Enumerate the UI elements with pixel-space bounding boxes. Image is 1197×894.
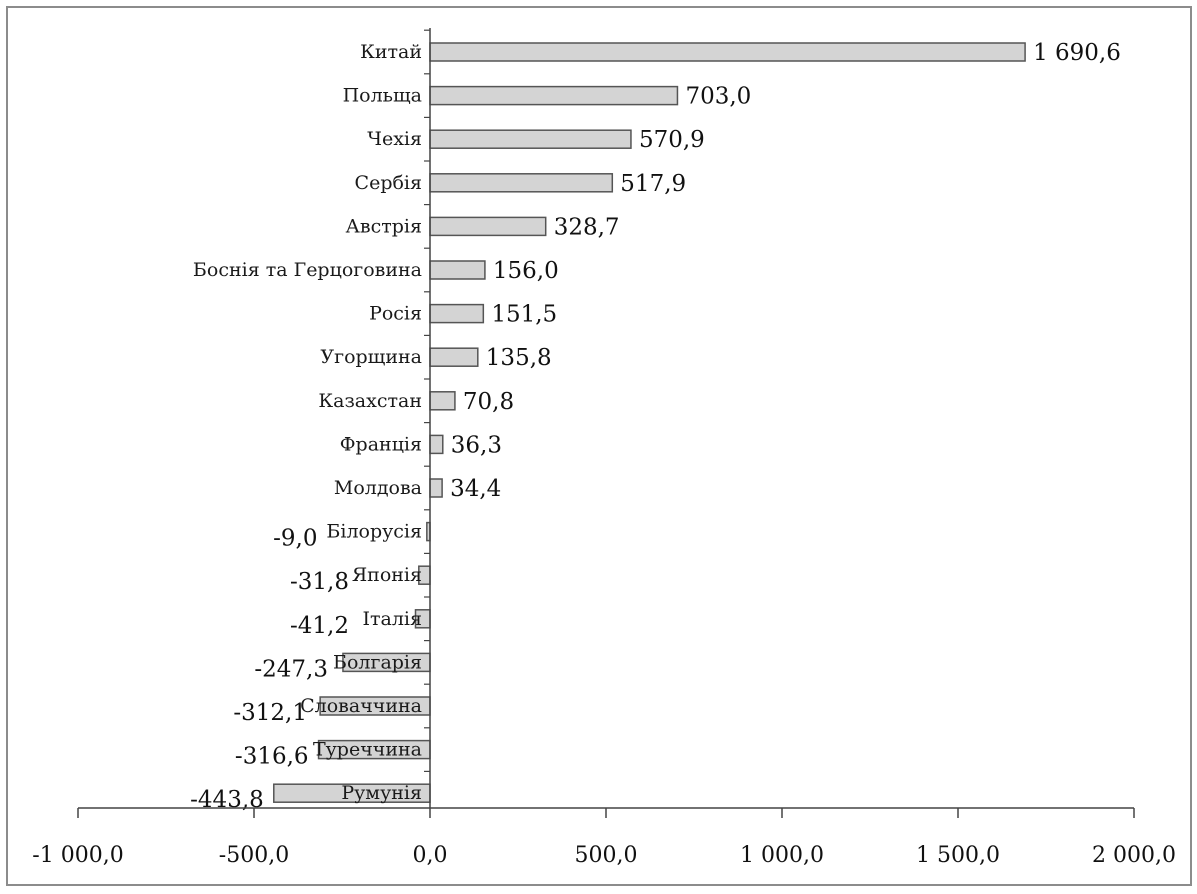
value-label: -247,3 bbox=[254, 656, 328, 682]
category-label: Білорусія bbox=[326, 521, 422, 543]
bar-2 bbox=[429, 85, 679, 106]
category-label: Франція bbox=[340, 433, 422, 455]
category-label: Румунія bbox=[341, 782, 422, 804]
bar-10 bbox=[429, 434, 444, 455]
bar-3 bbox=[429, 129, 632, 149]
value-label: -443,8 bbox=[190, 787, 264, 813]
category-label: Туреччина bbox=[313, 739, 422, 761]
category-label: Угорщина bbox=[320, 346, 422, 368]
x-tick-label: 500,0 bbox=[575, 843, 638, 868]
value-label: 1 690,6 bbox=[1033, 40, 1121, 66]
value-label: 328,7 bbox=[554, 214, 620, 240]
category-label: Польща bbox=[343, 85, 422, 107]
value-label: 34,4 bbox=[450, 476, 501, 502]
x-tick-label: 1 000,0 bbox=[740, 843, 824, 868]
value-label: 156,0 bbox=[493, 258, 559, 284]
value-label: 517,9 bbox=[620, 171, 686, 197]
value-label: -41,2 bbox=[290, 613, 349, 639]
bar-5 bbox=[429, 216, 547, 237]
value-label: 570,9 bbox=[639, 127, 705, 153]
chart-frame bbox=[6, 6, 1192, 886]
value-label: -9,0 bbox=[273, 526, 317, 552]
category-label: Росія bbox=[369, 303, 422, 325]
category-label: Японія bbox=[352, 564, 422, 586]
bar-7 bbox=[429, 303, 485, 324]
category-label: Сербія bbox=[355, 172, 422, 194]
value-label: 36,3 bbox=[451, 432, 502, 458]
value-label: 151,5 bbox=[491, 302, 557, 328]
x-tick-label: -1 000,0 bbox=[32, 843, 123, 868]
value-label: -312,1 bbox=[233, 700, 307, 726]
x-tick-label: 2 000,0 bbox=[1092, 843, 1176, 868]
value-label: -31,8 bbox=[290, 569, 349, 595]
x-tick-label: 0,0 bbox=[413, 843, 448, 868]
category-label: Словаччина bbox=[300, 695, 422, 717]
category-label: Китай bbox=[360, 41, 422, 63]
bar-11 bbox=[429, 478, 443, 498]
category-label: Італія bbox=[363, 608, 422, 630]
bar-8 bbox=[429, 347, 479, 367]
value-label: 70,8 bbox=[463, 389, 514, 415]
x-tick-label: 1 500,0 bbox=[916, 843, 1000, 868]
category-label: Австрія bbox=[346, 215, 422, 237]
value-label: 703,0 bbox=[685, 84, 751, 110]
x-tick-label: -500,0 bbox=[219, 843, 289, 868]
bar-4 bbox=[429, 173, 614, 193]
value-label: 135,8 bbox=[486, 345, 552, 371]
bar-9 bbox=[429, 391, 456, 411]
category-label: Болгарія bbox=[333, 651, 422, 673]
category-label: Боснія та Герцоговина bbox=[193, 259, 422, 281]
category-label: Молдова bbox=[334, 477, 422, 499]
category-label: Казахстан bbox=[318, 390, 422, 412]
value-label: -316,6 bbox=[235, 744, 309, 770]
bar-6 bbox=[429, 260, 486, 280]
category-label: Чехія bbox=[367, 128, 422, 150]
bar-1 bbox=[429, 42, 1026, 62]
